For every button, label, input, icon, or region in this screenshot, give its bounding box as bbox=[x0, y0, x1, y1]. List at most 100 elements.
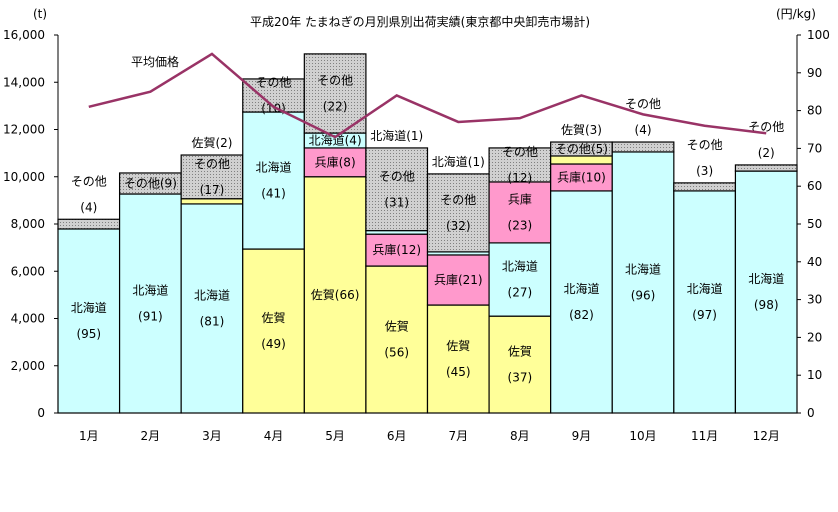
segment-label: その他(5) bbox=[555, 142, 608, 156]
y-tick-label: 8,000 bbox=[11, 217, 45, 231]
bar-segment-7-佐賀 bbox=[426, 304, 490, 414]
segment-label: その他 (10) bbox=[256, 75, 292, 115]
segment-label-line: 佐賀 bbox=[262, 311, 286, 325]
segment-label: 兵庫(12) bbox=[372, 243, 421, 257]
segment-label: その他 (17) bbox=[194, 157, 230, 197]
segment-label-line: その他 bbox=[625, 97, 661, 111]
segment-label: その他 (2) bbox=[748, 120, 784, 160]
segment-label-line: 兵庫(21) bbox=[434, 273, 483, 287]
segment-label-line: (96) bbox=[631, 288, 656, 302]
bar-segment-5-その他 bbox=[303, 53, 367, 134]
bar-segment-11-その他 bbox=[673, 182, 737, 192]
segment-label: その他 (32) bbox=[440, 193, 476, 233]
segment-label-line: (97) bbox=[692, 308, 717, 322]
segment-label-line: (49) bbox=[261, 337, 286, 351]
y2-tick-label: 0 bbox=[807, 406, 815, 420]
segment-label-line: (31) bbox=[384, 195, 409, 209]
chart-title: 平成20年 たまねぎの月別県別出荷実績(東京都中央卸売市場計) bbox=[250, 14, 590, 29]
segment-label-line: 北海道(1) bbox=[432, 154, 485, 169]
segment-label: 北海道 (82) bbox=[563, 281, 599, 322]
bar-segment-4-北海道 bbox=[242, 111, 305, 250]
segment-label: 北海道 (97) bbox=[687, 281, 723, 322]
x-tick-label: 5月 bbox=[325, 429, 345, 443]
segment-label-line: 佐賀 bbox=[385, 320, 409, 334]
bar-segment-9-兵庫 bbox=[550, 163, 613, 192]
segment-label: 北海道 (96) bbox=[625, 261, 661, 302]
bar-segment-1-北海道 bbox=[57, 228, 121, 414]
segment-label: 北海道(1) bbox=[432, 154, 485, 169]
segment-label-line: (82) bbox=[569, 308, 594, 322]
segment-label-line: (37) bbox=[508, 371, 533, 385]
bar-segment-11-北海道 bbox=[673, 190, 737, 414]
segment-label: 兵庫 (23) bbox=[508, 192, 533, 232]
segment-label-line: その他 bbox=[748, 120, 784, 134]
segment-label-line: (23) bbox=[508, 218, 533, 232]
axes: 1月 2月 3月 4月 5月 6月 7月 8月 9月 10月 11月 12月 0 2,000 4,000 6,… bbox=[3, 28, 830, 443]
segment-label: 兵庫(8) bbox=[315, 155, 356, 169]
segment-label: その他 (4) bbox=[71, 174, 107, 214]
segment-label-line: (2) bbox=[758, 146, 775, 160]
segment-label: その他 (4) bbox=[625, 97, 661, 137]
segment-label-line: (95) bbox=[76, 327, 101, 341]
segment-label-line: (41) bbox=[261, 187, 286, 201]
segment-label-line: 佐賀 bbox=[446, 339, 470, 353]
segment-label: 北海道 (91) bbox=[132, 282, 168, 323]
x-tick-label: 9月 bbox=[572, 429, 592, 443]
segment-label-line: 佐賀(3) bbox=[561, 123, 602, 137]
y-tick-label: 10,000 bbox=[3, 170, 45, 184]
x-tick-label: 3月 bbox=[202, 429, 222, 443]
segment-label-line: (22) bbox=[323, 99, 348, 113]
segment-label-line: その他 bbox=[194, 157, 230, 171]
bar-segment-3-佐賀 bbox=[180, 198, 244, 205]
y2-tick-label: 80 bbox=[807, 104, 822, 118]
x-tick-label: 8月 bbox=[510, 429, 530, 443]
segment-label-line: 兵庫(8) bbox=[315, 155, 356, 169]
segment-label-line: 兵庫(12) bbox=[372, 243, 421, 257]
x-tick-label: 12月 bbox=[753, 429, 780, 443]
segment-label-line: (56) bbox=[384, 346, 409, 360]
segment-label-line: 北海道(4) bbox=[309, 132, 362, 147]
segment-label-line: 北海道 bbox=[256, 160, 292, 175]
segment-label-line: 北海道(1) bbox=[370, 128, 423, 143]
x-tick-label: 6月 bbox=[387, 429, 407, 443]
segment-label-line: (91) bbox=[138, 309, 163, 323]
segment-label-line: 北海道 bbox=[194, 287, 230, 302]
bar-segment-9-佐賀 bbox=[550, 155, 613, 165]
bar-segment-10-その他 bbox=[611, 141, 675, 153]
y2-tick-label: 30 bbox=[807, 293, 822, 307]
segment-label-line: (4) bbox=[80, 200, 97, 214]
segment-label-line: 北海道 bbox=[132, 282, 168, 297]
segment-label-line: 佐賀 bbox=[508, 345, 532, 359]
segment-label-line: 北海道 bbox=[748, 271, 784, 286]
y-tick-label: 0 bbox=[37, 406, 45, 420]
segment-label-line: (27) bbox=[508, 286, 533, 300]
segment-label-line: 北海道 bbox=[625, 261, 661, 276]
y2-tick-label: 20 bbox=[807, 330, 822, 344]
segment-label: その他 (31) bbox=[379, 169, 415, 209]
segment-label-line: その他(5) bbox=[555, 142, 608, 156]
segment-label: 佐賀(66) bbox=[311, 288, 360, 302]
segment-label-line: 兵庫 bbox=[508, 192, 532, 206]
y-tick-label: 16,000 bbox=[3, 28, 45, 42]
segment-label-line: (12) bbox=[508, 171, 533, 185]
segment-label-line: (3) bbox=[696, 164, 713, 178]
segment-label-line: その他 bbox=[440, 193, 476, 207]
bar-segment-7-兵庫 bbox=[426, 254, 490, 306]
y-tick-label: 4,000 bbox=[11, 312, 45, 326]
bar-segment-2-北海道 bbox=[118, 193, 182, 414]
bar-segment-8-北海道 bbox=[488, 242, 552, 317]
segment-label: 北海道 (95) bbox=[71, 300, 107, 341]
x-tick-label: 11月 bbox=[691, 429, 718, 443]
segment-label-line: (98) bbox=[754, 298, 779, 312]
y-tick-label: 2,000 bbox=[11, 359, 45, 373]
segment-label: 北海道 (98) bbox=[748, 271, 784, 312]
y2-tick-label: 90 bbox=[807, 66, 822, 80]
segment-label: 佐賀 (37) bbox=[508, 345, 533, 385]
segment-label: 兵庫(10) bbox=[557, 170, 606, 184]
segment-label-line: その他 bbox=[687, 138, 723, 152]
y2-tick-label: 10 bbox=[807, 368, 822, 382]
right-axis-unit: (円/kg) bbox=[776, 7, 816, 21]
bar-segment-8-その他 bbox=[488, 147, 552, 183]
segment-label-line: その他 bbox=[317, 73, 353, 87]
